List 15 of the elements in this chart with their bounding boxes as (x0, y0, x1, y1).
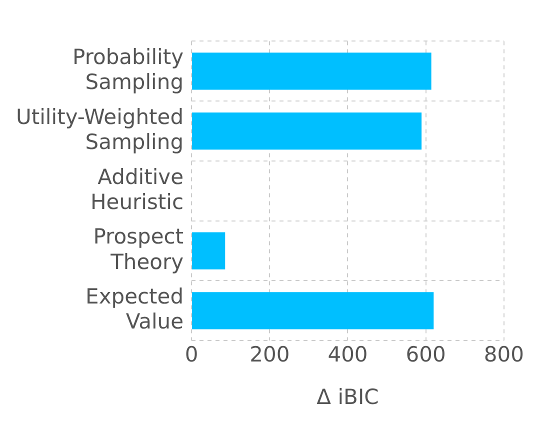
y-tick-label: Additive Heuristic (90, 164, 184, 214)
bar (192, 112, 422, 150)
x-tick-label: 800 (484, 342, 524, 367)
bar (192, 292, 434, 330)
y-tick-label: Prospect Theory (93, 224, 184, 274)
y-tick-label: Expected Value (86, 284, 184, 334)
x-tick-label: 0 (184, 342, 198, 367)
y-tick-label: Probability Sampling (72, 44, 184, 94)
bar (192, 52, 432, 90)
bar (192, 232, 226, 270)
y-tick-label: Utility-Weighted Sampling (16, 104, 184, 154)
x-tick-label: 400 (328, 342, 368, 367)
x-tick-label: 200 (250, 342, 290, 367)
x-tick-label: 600 (406, 342, 446, 367)
x-axis-title: Δ iBIC (316, 384, 379, 409)
